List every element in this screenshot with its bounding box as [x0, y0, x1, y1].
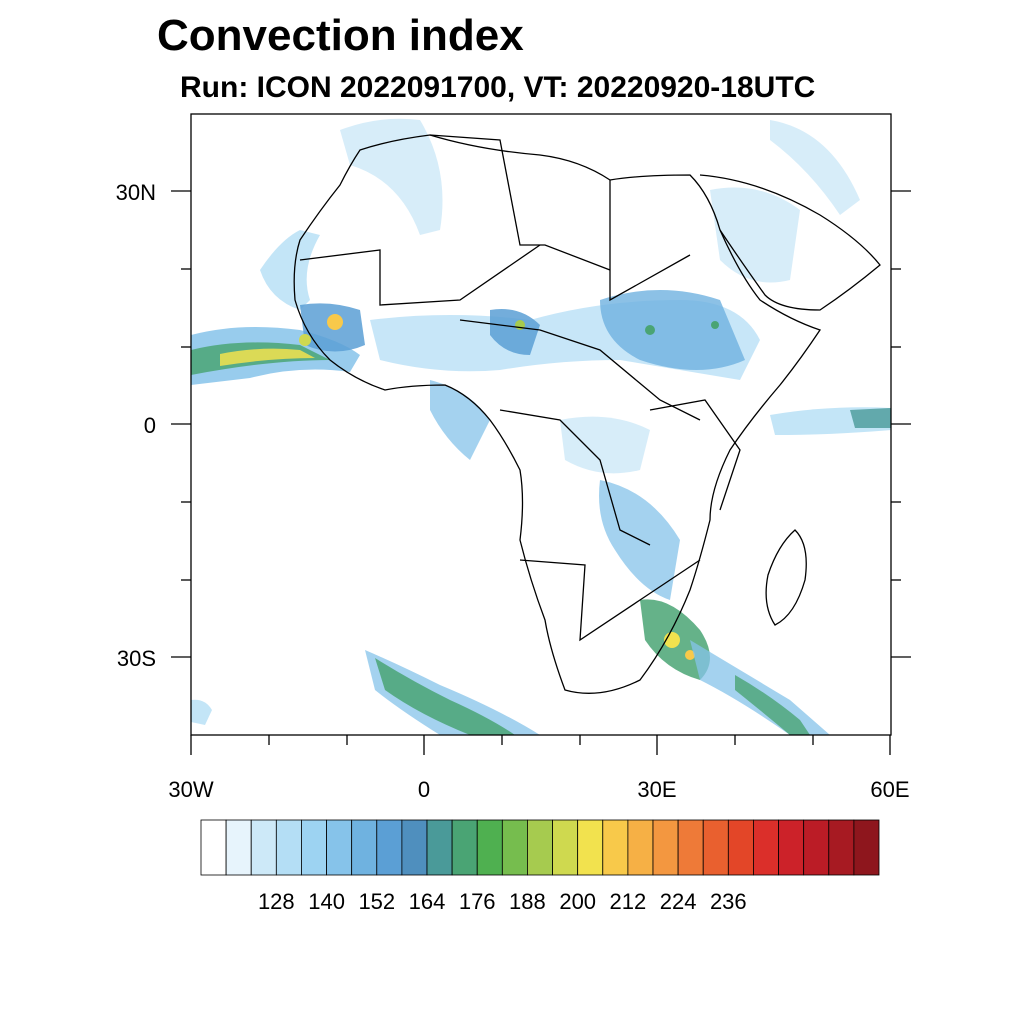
colorbar-label: 128: [257, 889, 295, 914]
convection-field: [191, 118, 891, 735]
lon-label-60e: 60E: [870, 777, 910, 802]
border-south: [519, 559, 701, 642]
colorbar-box-12: [501, 819, 528, 876]
colorbar-box-20: [702, 819, 729, 876]
colorbar-label: 224: [659, 889, 697, 914]
colorbar-box-9: [426, 819, 453, 876]
congo-basin: [560, 416, 650, 474]
sudan-ethiopia-cluster: [600, 290, 745, 370]
south-atlantic-core: [375, 658, 515, 735]
border-central: [459, 319, 701, 421]
lat-label-0: 0: [143, 413, 156, 438]
colorbar-box-14: [552, 819, 579, 876]
guinea-peak-2: [299, 334, 311, 346]
border-east: [649, 399, 741, 511]
colorbar-box-0: [200, 819, 227, 876]
colorbar-box-16: [602, 819, 629, 876]
ethiopia-peak: [645, 325, 655, 335]
colorbar-label: 212: [609, 889, 647, 914]
colorbar-label: 236: [709, 889, 747, 914]
colorbar-box-22: [753, 819, 779, 876]
border-congo: [499, 409, 651, 546]
southeast-trail: [690, 640, 830, 735]
chart-title: Convection index: [157, 11, 524, 60]
colorbar-label: 164: [408, 889, 446, 914]
arabia-coast: [699, 174, 881, 311]
colorbar-box-11: [476, 819, 503, 876]
mediterranean-band: [770, 120, 860, 215]
colorbar-box-1: [225, 819, 252, 876]
madagascar: [765, 529, 807, 626]
lat-label-30n: 30N: [115, 180, 156, 205]
colorbar-box-26: [853, 819, 880, 876]
colorbar-box-7: [376, 819, 403, 876]
colorbar-box-23: [778, 819, 805, 876]
colorbar-label: 152: [358, 889, 396, 914]
colorbar-label: 176: [458, 889, 496, 914]
colorbar-box-25: [828, 819, 855, 876]
south-africa-peak-2: [685, 650, 695, 660]
colorbar-box-4: [301, 819, 327, 876]
colorbar-box-10: [451, 819, 478, 876]
colorbar-box-13: [527, 819, 553, 876]
colorbar-box-3: [275, 819, 302, 876]
colorbar-box-8: [401, 819, 428, 876]
southeast-trail-core: [735, 675, 810, 735]
border-north-2: [609, 180, 691, 302]
colorbar-box-24: [803, 819, 830, 876]
coastlines: [293, 134, 881, 694]
indian-ocean-core: [850, 408, 891, 428]
lon-label-0: 0: [417, 777, 431, 802]
lon-label-30w: 30W: [168, 777, 214, 802]
ethiopia-peak-2: [711, 321, 719, 329]
colorbar-box-21: [727, 819, 754, 876]
west-africa-coastal-band: [260, 230, 320, 310]
arabia-band: [710, 187, 800, 283]
atlantic-plume-peak: [220, 348, 315, 366]
chart-subtitle: Run: ICON 2022091700, VT: 20220920-18UTC: [180, 71, 816, 104]
colorbar-box-5: [326, 819, 353, 876]
colorbar-box-6: [351, 819, 378, 876]
south-atlantic-band: [365, 650, 540, 735]
colorbar-box-18: [652, 819, 679, 876]
guinea-peak: [327, 314, 343, 330]
border-west-1: [299, 244, 541, 306]
colorbar-box-15: [577, 819, 604, 876]
africa-coastline: [293, 134, 822, 694]
colorbar-label: 140: [308, 889, 345, 914]
colorbar-label: 188: [509, 889, 546, 914]
colorbar: [200, 819, 880, 876]
morocco-band: [340, 118, 443, 235]
colorbar-box-17: [627, 819, 654, 876]
colorbar-box-2: [250, 819, 277, 876]
nigeria-cluster: [490, 309, 540, 355]
border-north-1: [429, 134, 611, 271]
axis-ticks: [171, 190, 911, 755]
lon-label-30e: 30E: [637, 777, 677, 802]
sw-corner-patch: [191, 699, 212, 725]
gulf-guinea-band: [430, 380, 490, 460]
lat-label-30s: 30S: [116, 646, 156, 671]
colorbar-box-19: [677, 819, 704, 876]
colorbar-label: 200: [559, 889, 597, 914]
